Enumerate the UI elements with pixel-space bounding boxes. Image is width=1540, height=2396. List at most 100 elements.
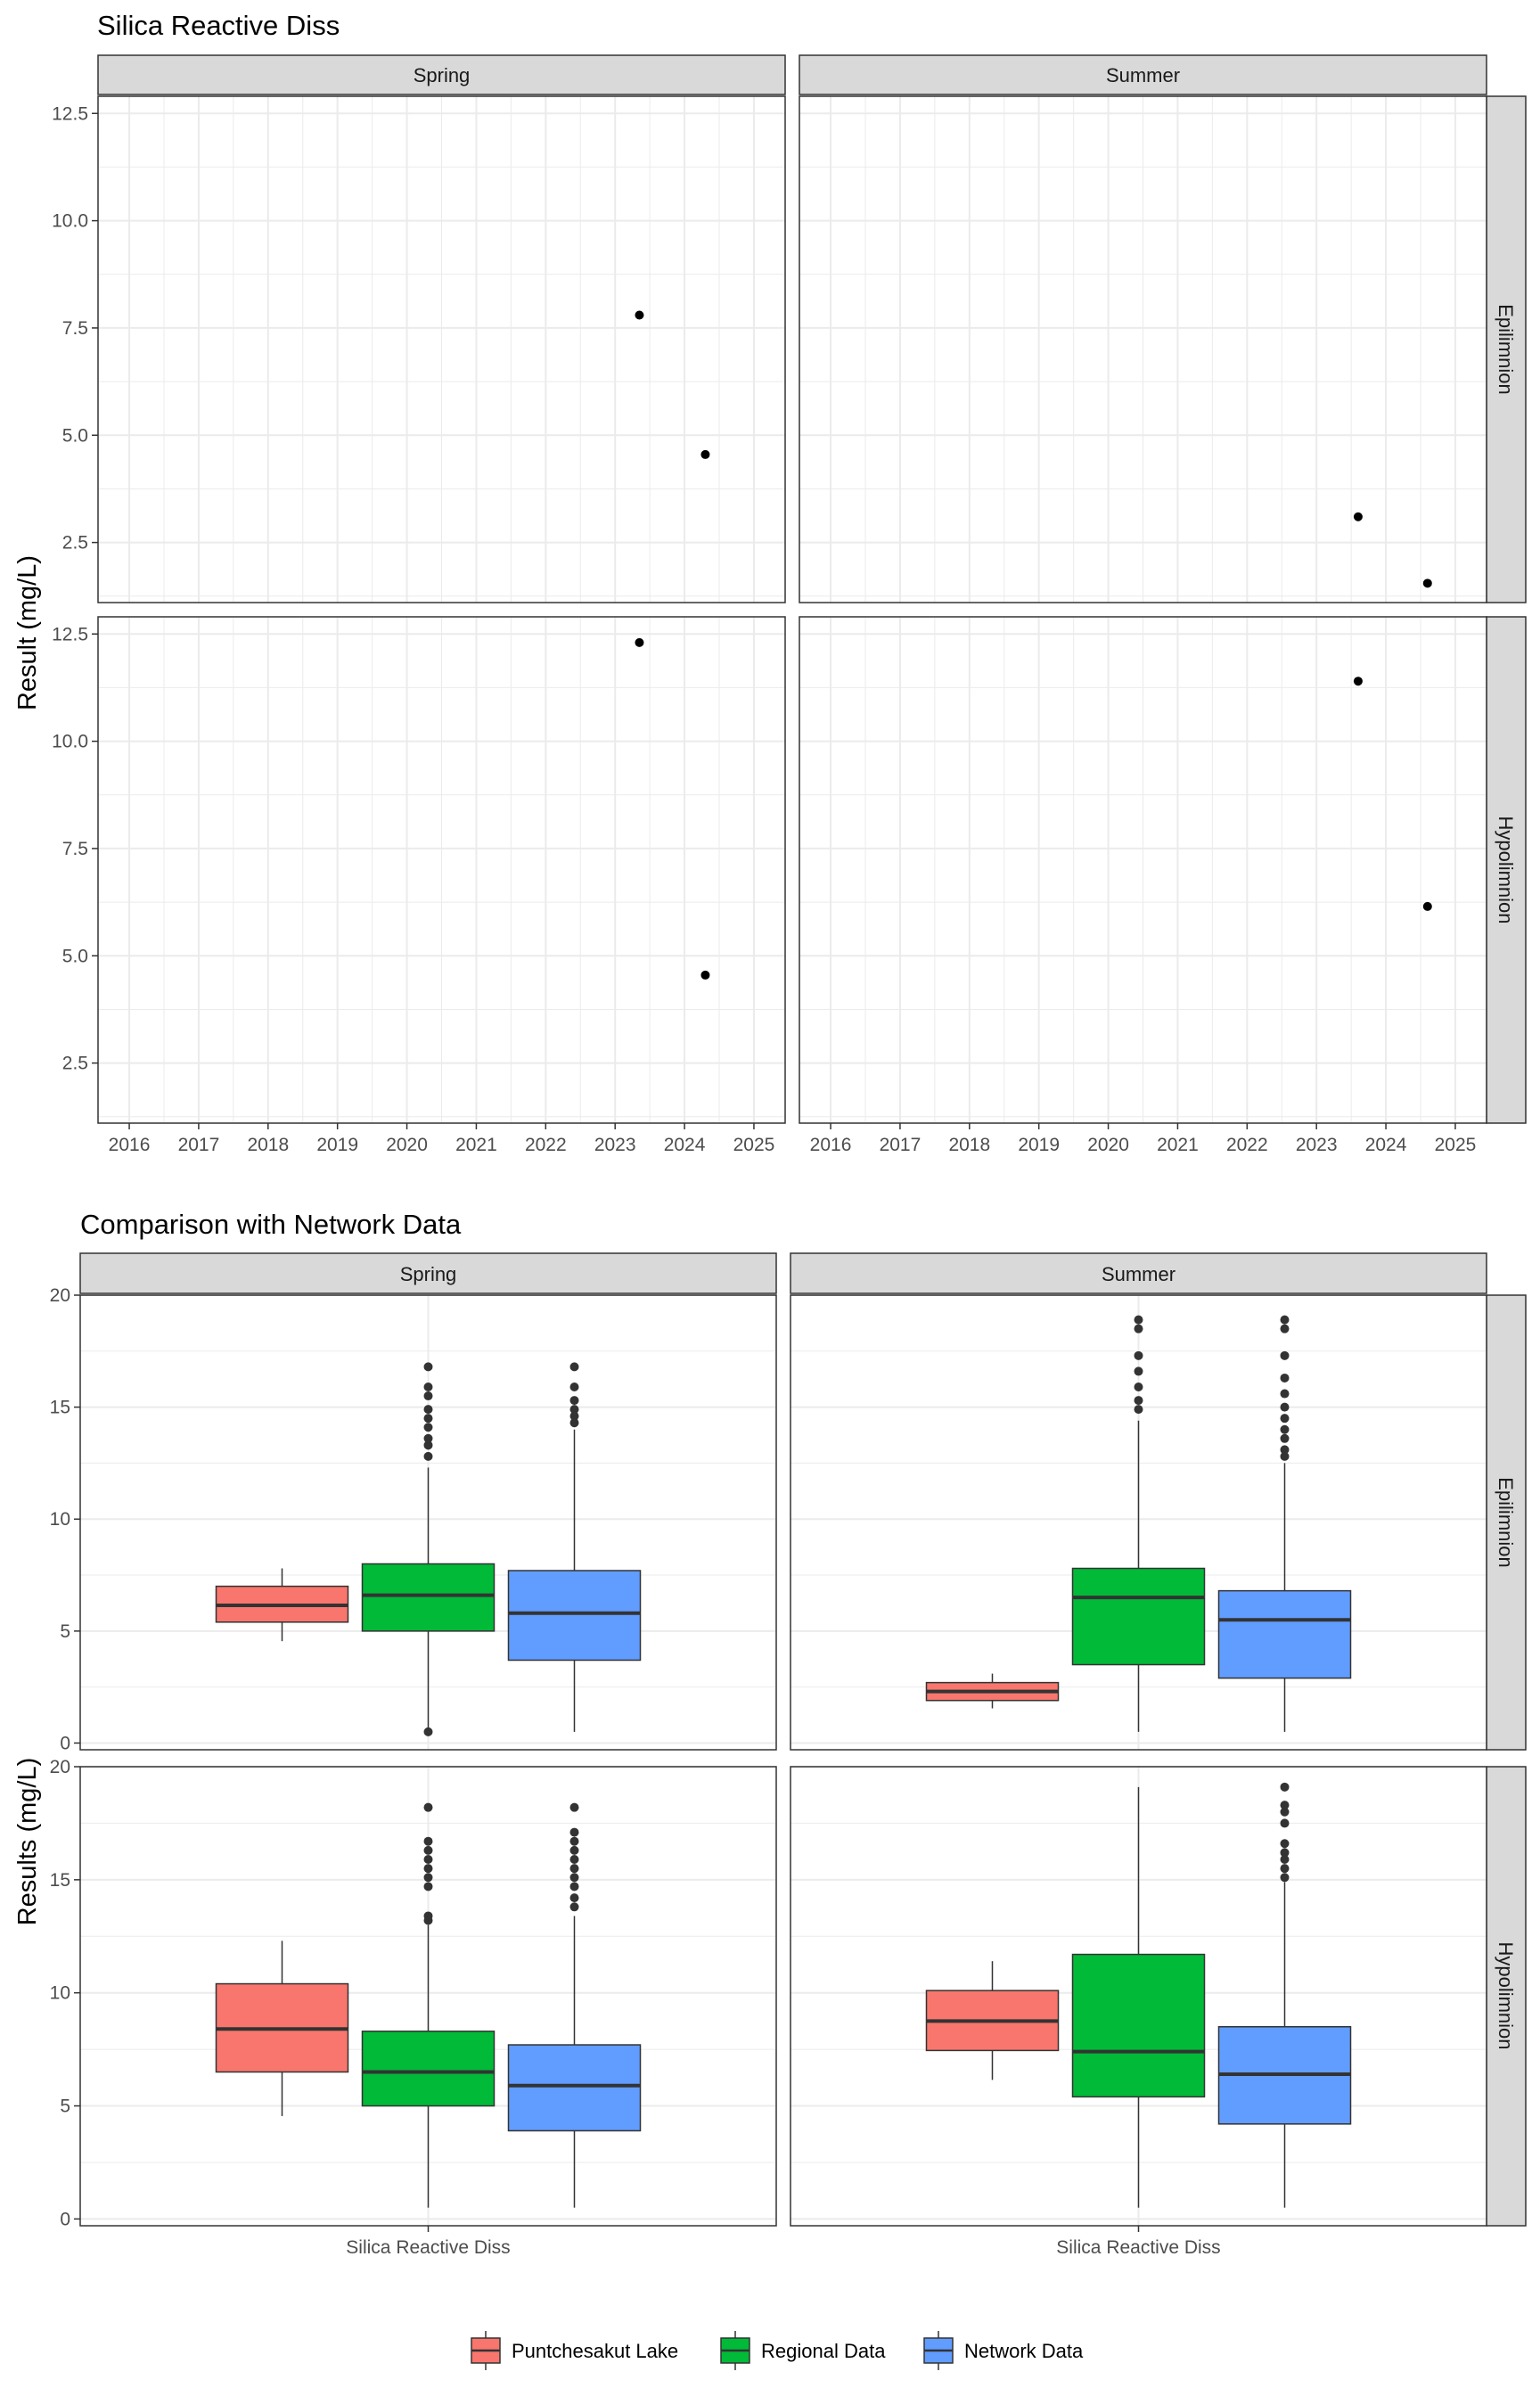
y-tick-label: 5.0 (62, 946, 88, 966)
x-tick-label: Silica Reactive Diss (1056, 2237, 1220, 2258)
x-tick-label: 2023 (1296, 1135, 1338, 1155)
x-tick-label: 2025 (1435, 1135, 1477, 1155)
outlier-point (423, 1873, 433, 1883)
x-tick-label: 2016 (810, 1135, 852, 1155)
chart1-strip-hypolimnion-label: Hypolimnion (1495, 816, 1517, 923)
panel-border (799, 95, 1487, 603)
legend-label: Regional Data (761, 2340, 886, 2362)
x-tick-label: 2021 (1157, 1135, 1199, 1155)
panel-border (97, 95, 786, 603)
outlier-point (1134, 1405, 1143, 1415)
outlier-point (569, 1418, 579, 1428)
outlier-point (423, 1362, 433, 1372)
outlier-point (1280, 1315, 1290, 1325)
y-tick-label: 2.5 (62, 533, 88, 554)
outlier-point (569, 1855, 579, 1865)
data-point (1353, 512, 1363, 521)
outlier-point (569, 1411, 579, 1421)
chart2-y-axis: 0 5 10 15 20 0 5 10 15 20 (50, 1285, 80, 2229)
y-tick-label: 20 (50, 1757, 70, 1777)
x-tick-label: 2022 (1226, 1135, 1268, 1155)
chart2-panel-spring-epilimnion (79, 1294, 777, 1751)
chart2-strip-epilimnion-label: Epilimnion (1495, 1477, 1517, 1568)
outlier-point (569, 1362, 579, 1372)
data-point (700, 449, 710, 459)
outlier-point (569, 1396, 579, 1406)
outlier-point (1280, 1445, 1290, 1455)
chart1-strip-summer (799, 54, 1487, 95)
chart1-strip-summer-label: Summer (1106, 64, 1180, 86)
chart2-panel-summer-hypolimnion (790, 1766, 1487, 2227)
legend-item-network-data: Network Data (923, 2331, 1084, 2370)
y-tick-label: 10.0 (52, 211, 88, 232)
box-puntchesakut-lake (215, 1568, 349, 1642)
chart1-y-axis: 2.5 5.0 7.5 10.0 12.5 2.5 5.0 7.5 10.0 12.5 (52, 103, 98, 1074)
panel-border (799, 616, 1487, 1124)
chart1-x-axis: 2016 2017 2018 2019 2020 2021 2022 2023 2024 2025… (109, 1123, 1477, 1155)
outlier-point (423, 1882, 433, 1891)
outlier-point (1134, 1350, 1143, 1360)
outlier-point (423, 1864, 433, 1874)
data-point (700, 970, 710, 980)
chart1-y-axis-label: Result (mg/L) (13, 555, 42, 710)
outlier-point (1280, 1433, 1290, 1443)
outlier-point (569, 1845, 579, 1855)
x-tick-label: 2018 (948, 1135, 990, 1155)
outlier-point (423, 1405, 433, 1415)
chart1-panel-spring-epilimnion (97, 95, 786, 603)
x-tick-label: 2017 (178, 1135, 220, 1155)
y-tick-label: 10 (50, 1983, 70, 2004)
box-network-data (507, 1362, 642, 1732)
outlier-point (1134, 1315, 1143, 1325)
box-regional-data (361, 1802, 496, 2208)
y-tick-label: 10.0 (52, 732, 88, 752)
outlier-point (569, 1893, 579, 1903)
outlier-point (1280, 1414, 1290, 1424)
box-iqr (361, 1563, 496, 1632)
y-tick-label: 0 (60, 1733, 70, 1753)
outlier-point (423, 1727, 433, 1736)
outlier-point (1134, 1383, 1143, 1392)
outlier-point (569, 1802, 579, 1812)
chart2-strip-summer (790, 1252, 1487, 1294)
outlier-point (569, 1902, 579, 1912)
box-puntchesakut-lake (215, 1941, 349, 2116)
x-tick-label: 2017 (880, 1135, 922, 1155)
y-tick-label: 5.0 (62, 425, 88, 446)
outlier-point (1134, 1366, 1143, 1376)
panel-border (97, 616, 786, 1124)
data-point (635, 310, 644, 320)
box-regional-data (361, 1362, 496, 1736)
outlier-point (1280, 1389, 1290, 1399)
outlier-point (423, 1391, 433, 1401)
box-iqr (361, 2031, 496, 2107)
chart2-panel-summer-epilimnion (790, 1294, 1487, 1751)
outlier-point (1134, 1396, 1143, 1406)
chart2-strip-spring (79, 1252, 777, 1294)
legend-item-puntchesakut-lake: Puntchesakut Lake (471, 2331, 678, 2370)
outlier-point (1280, 1801, 1290, 1810)
outlier-point (423, 1414, 433, 1424)
chart1-title: Silica Reactive Diss (97, 10, 340, 41)
outlier-point (423, 1911, 433, 1921)
chart2-strip-epilimnion (1486, 1294, 1527, 1751)
y-tick-label: 12.5 (52, 624, 88, 644)
box-network-data (1217, 1315, 1352, 1732)
x-tick-label: 2020 (386, 1135, 428, 1155)
y-tick-label: 12.5 (52, 103, 88, 124)
x-tick-label: 2021 (455, 1135, 497, 1155)
outlier-point (1280, 1864, 1290, 1874)
outlier-point (423, 1383, 433, 1392)
x-tick-label: Silica Reactive Diss (346, 2237, 510, 2258)
chart2-panel-spring-hypolimnion (79, 1766, 777, 2227)
box-iqr (1071, 1567, 1206, 1666)
data-point (1353, 677, 1363, 686)
data-point (1422, 578, 1432, 588)
chart1-panel-summer-hypolimnion (799, 616, 1487, 1124)
outlier-point (1280, 1451, 1290, 1461)
box-iqr (507, 2044, 642, 2132)
box-iqr (507, 1570, 642, 1662)
outlier-point (1280, 1350, 1290, 1360)
data-point (635, 637, 644, 647)
x-tick-label: 2023 (594, 1135, 636, 1155)
